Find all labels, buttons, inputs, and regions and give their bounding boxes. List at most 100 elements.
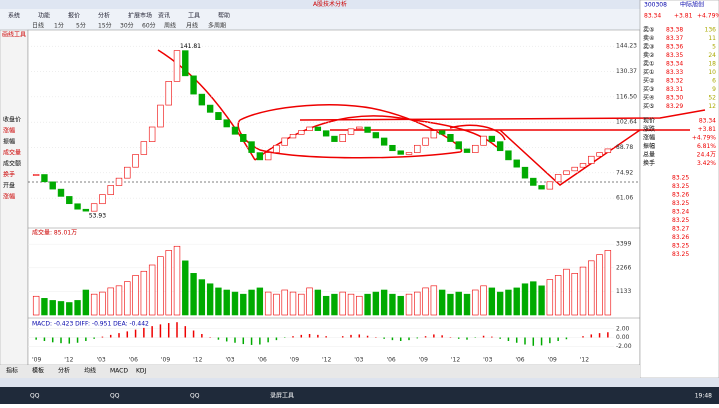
candle [223, 119, 230, 128]
menu-item[interactable]: 功能 [38, 12, 50, 20]
taskbar-item[interactable]: QQ [190, 393, 200, 400]
period-tab[interactable]: 30分 [120, 22, 134, 30]
stat-label: 振幅 [643, 142, 655, 150]
candle [405, 152, 413, 155]
quote-price: 83.34 [644, 13, 661, 20]
bottom-tab[interactable]: 指标 [6, 367, 18, 375]
period-tab[interactable]: 1分 [54, 22, 64, 30]
candle [298, 130, 305, 135]
menu-item[interactable]: 分析 [98, 12, 110, 20]
volume-bar [397, 295, 404, 316]
candle [306, 126, 313, 131]
candle [496, 141, 504, 152]
trade-tick: 83.24 [672, 209, 689, 216]
low-label: 53.93 [89, 213, 106, 220]
period-tab[interactable]: 周线 [164, 22, 176, 30]
menu-item[interactable]: 报价 [68, 12, 80, 20]
book-label: 买④ [643, 94, 654, 102]
volume-bar [281, 289, 288, 316]
book-price: 83.34 [666, 61, 683, 68]
menu-item[interactable]: 扩展市场 [128, 12, 152, 20]
y-tick-label: 144.23 [616, 43, 637, 50]
book-volume: 5 [712, 44, 716, 51]
volume-bar [588, 260, 595, 316]
volume-bar [331, 293, 338, 316]
volume-bar [182, 260, 189, 316]
book-price: 83.31 [666, 86, 683, 93]
book-volume: 12 [708, 103, 716, 110]
volume-bar [380, 289, 388, 316]
period-tab[interactable]: 5分 [76, 22, 86, 30]
bottom-tab[interactable]: MACD [110, 368, 128, 375]
tool-info: 成交量 [3, 149, 21, 157]
candle [157, 104, 164, 128]
title-bar [0, 0, 719, 9]
menu-item[interactable]: 系统 [8, 12, 20, 20]
x-label: '06 [129, 357, 138, 364]
volume-bar [339, 291, 346, 316]
quote-name: 中际旭创 [680, 1, 704, 9]
volume-bar [447, 293, 454, 316]
trade-tick: 83.25 [672, 217, 689, 224]
tools-label: 画线工具 [2, 31, 26, 39]
volume-bar [389, 293, 396, 316]
volume-bar [107, 287, 114, 316]
y-tick-label: 2266 [616, 264, 631, 271]
candle [273, 144, 280, 153]
period-tab[interactable]: 15分 [98, 22, 112, 30]
candle [538, 185, 545, 190]
book-price: 83.35 [666, 52, 683, 59]
x-label: '03 [96, 357, 105, 364]
stat-label: 涨跌 [643, 125, 655, 133]
period-tab[interactable]: 月线 [186, 22, 198, 30]
candle [521, 166, 529, 179]
volume-bar [322, 295, 330, 316]
menu-item[interactable]: 帮助 [218, 12, 230, 20]
y-tick-label: -2.00 [616, 343, 632, 350]
book-label: 卖⑤ [643, 27, 654, 34]
volume-bar [496, 291, 504, 316]
taskbar-item[interactable]: QQ [30, 393, 40, 400]
candle [389, 144, 396, 152]
bottom-tab[interactable]: 均线 [84, 367, 96, 375]
volume-bar [306, 287, 313, 316]
volume-bar [563, 268, 570, 316]
menu-item[interactable]: 资讯 [158, 12, 170, 20]
candle [32, 174, 40, 176]
candle [198, 93, 206, 106]
bottom-tab[interactable]: 模板 [32, 367, 44, 375]
y-tick-label: 130.37 [616, 68, 637, 75]
period-tab[interactable]: 60分 [142, 22, 156, 30]
candle [480, 135, 487, 146]
book-volume: 11 [708, 35, 716, 42]
candle [132, 154, 139, 168]
bottom-tab[interactable]: KDJ [136, 368, 147, 375]
volume-bar [463, 293, 471, 316]
candle [579, 163, 587, 168]
y-tick-label: 88.78 [616, 144, 633, 151]
taskbar-item[interactable]: QQ [110, 393, 120, 400]
candle [397, 150, 404, 155]
candle [115, 177, 123, 186]
candle [231, 126, 239, 135]
volume-bar [231, 291, 239, 316]
candle [505, 150, 512, 161]
candle [66, 196, 73, 205]
candle [513, 159, 520, 168]
volume-label: 成交量: 85.01万 [32, 229, 77, 237]
clock: 19:48 [695, 393, 712, 400]
book-volume: 24 [708, 52, 716, 59]
candle [256, 152, 264, 161]
taskbar-item[interactable]: 录屏工具 [270, 392, 294, 400]
menu-item[interactable]: 工具 [188, 13, 200, 20]
book-volume: 10 [708, 69, 716, 76]
bottom-tab[interactable]: 分析 [58, 367, 70, 375]
candle [422, 137, 429, 146]
volume-bar [66, 302, 73, 316]
volume-bar [314, 289, 322, 316]
period-tab[interactable]: 日线 [32, 22, 44, 30]
x-label: '12 [580, 357, 589, 364]
volume-bar [356, 295, 363, 316]
period-tab[interactable]: 多周期 [208, 22, 226, 30]
trade-tick: 83.25 [672, 183, 689, 190]
